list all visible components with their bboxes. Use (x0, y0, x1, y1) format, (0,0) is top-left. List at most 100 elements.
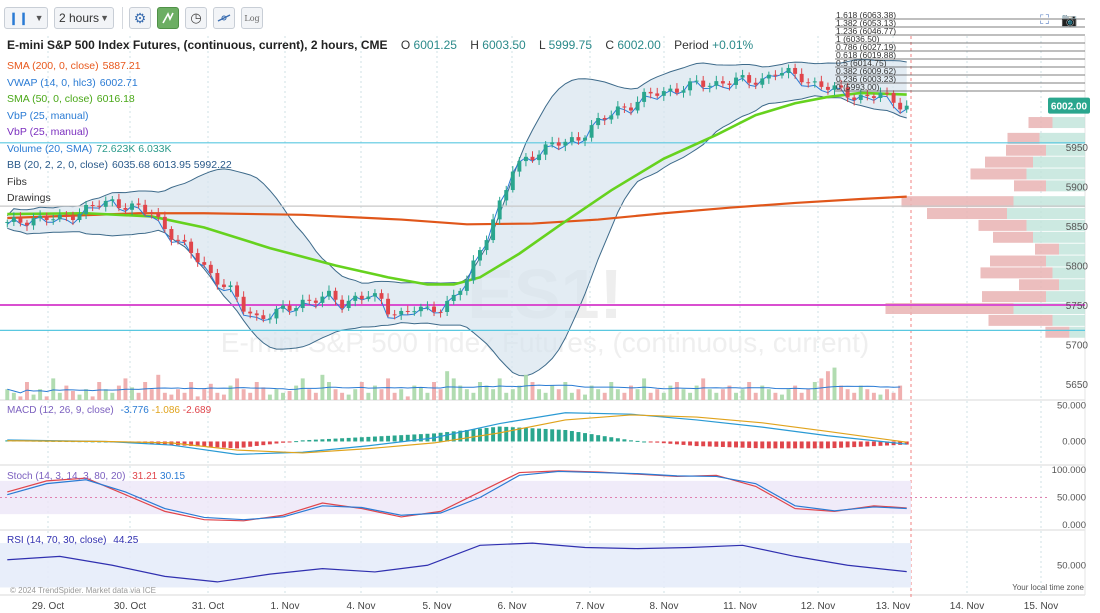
vbp-down-bar (985, 156, 1033, 168)
volume-bar (602, 392, 607, 400)
indicator-legend: SMA (200, 0, close) 5887.21 VWAP (14, 0, … (7, 58, 232, 207)
macd-histogram-bar (543, 428, 548, 442)
macd-histogram-bar (674, 441, 679, 445)
log-scale-button[interactable]: Log (241, 7, 263, 29)
candle-body (543, 144, 548, 155)
macd-histogram-bar (734, 441, 738, 448)
volume-bar (701, 378, 706, 400)
candle-body (162, 216, 167, 230)
macd-histogram-bar (589, 434, 594, 442)
candle-body (149, 212, 154, 214)
stoch-k-line (7, 470, 907, 522)
drawing-tool-button[interactable] (213, 7, 235, 29)
macd-histogram-bar (635, 440, 640, 442)
legend-row-bb[interactable]: BB (20, 2, 2, 0, close) 6035.68 6013.95 5… (7, 157, 232, 174)
candle-body (18, 217, 23, 223)
clock-button[interactable]: ◷ (185, 7, 207, 29)
macd-histogram-bar (333, 438, 338, 442)
volume-bar (727, 385, 732, 400)
macd-histogram-bar (215, 441, 220, 448)
macd-histogram-bar (799, 441, 804, 449)
cursor-tool-button[interactable] (157, 7, 179, 29)
date-tick-label: 7. Nov (576, 601, 605, 612)
legend-row-fibs[interactable]: Fibs (7, 174, 232, 191)
volume-bar (425, 392, 430, 400)
legend-label: Fibs (7, 175, 27, 188)
volume-bar (386, 378, 391, 400)
macd-histogram-bar (471, 429, 476, 442)
candle-body (471, 260, 476, 281)
legend-row-drawings[interactable]: Drawings (7, 190, 232, 207)
candle-body (195, 253, 200, 263)
candle-body (418, 306, 423, 312)
macd-histogram-bar (727, 441, 732, 448)
legend-row-vwap[interactable]: VWAP (14, 0, hlc3) 6002.71 (7, 75, 232, 92)
legend-row-sma50[interactable]: SMA (50, 0, close) 6016.18 (7, 91, 232, 108)
timezone-note[interactable]: Your local time zone (1012, 583, 1084, 592)
pane-tick-label: 50.000 (1057, 493, 1086, 504)
macd-histogram-bar (372, 436, 377, 442)
volume-bar (464, 389, 469, 400)
volume-bar (458, 385, 463, 400)
candle-body (773, 74, 778, 76)
volume-bar (221, 394, 226, 400)
candle-body (760, 78, 765, 85)
volume-bar (77, 394, 82, 400)
candle-body (90, 205, 95, 207)
macd-histogram-bar (550, 429, 555, 442)
camera-icon[interactable]: 📷 (1061, 12, 1078, 27)
macd-histogram-value: -2.689 (182, 405, 212, 416)
stoch-pane-label[interactable]: Stoch (14, 3, 14, 3, 80, 20) 31.21 30.15 (7, 471, 185, 482)
volume-bar (307, 389, 312, 400)
vbp-down-bar (988, 314, 1053, 326)
rsi-pane-label[interactable]: RSI (14, 70, 30, close) 44.25 (7, 535, 138, 546)
volume-bar (766, 389, 771, 400)
candle-body (392, 314, 397, 316)
candle-body (372, 293, 377, 297)
macd-histogram-bar (359, 437, 364, 442)
price-tick-label: 5850 (1066, 222, 1089, 233)
macd-histogram-bar (615, 438, 620, 442)
volume-bar (648, 392, 653, 400)
candle-body (136, 203, 141, 205)
candle-body (707, 85, 712, 87)
legend-row-vbp-2[interactable]: VbP (25, manual) (7, 124, 232, 141)
candle-body (878, 92, 883, 99)
vbp-down-bar (1028, 117, 1053, 129)
interval-dropdown[interactable]: 2 hours ▼ (54, 7, 114, 29)
volume-bar (832, 367, 837, 400)
pane-tick-label: 50.000 (1057, 560, 1086, 571)
volume-bar (497, 378, 502, 400)
candle-body (399, 310, 404, 315)
legend-row-vbp-1[interactable]: VbP (25, manual) (7, 108, 232, 125)
volume-bar (313, 392, 318, 400)
fib-level-label: 1.236 (6046.77) (836, 26, 896, 36)
candle-body (327, 290, 331, 297)
candle-body (379, 293, 384, 299)
chart-type-dropdown[interactable]: ❙❙ ▼ (4, 7, 48, 29)
legend-row-volume[interactable]: Volume (20, SMA) 72.623K 6.033K (7, 141, 232, 158)
candle-body (294, 308, 299, 311)
candle-body (780, 73, 784, 76)
candle-body (333, 290, 338, 300)
macd-histogram-bar (195, 441, 200, 447)
settings-button[interactable]: ⚙ (129, 7, 151, 29)
macd-pane-label[interactable]: MACD (12, 26, 9, close) -3.776 -1.086 -2… (7, 405, 211, 416)
macd-histogram-bar (346, 437, 351, 442)
macd-histogram-bar (760, 441, 765, 449)
low-label: L (539, 38, 546, 52)
volume-bar (530, 382, 535, 400)
candle-body (904, 105, 909, 110)
macd-histogram-bar (294, 441, 299, 443)
candle-body (622, 106, 627, 108)
fullscreen-icon[interactable]: ⛶ (1040, 12, 1050, 27)
legend-row-sma200[interactable]: SMA (200, 0, close) 5887.21 (7, 58, 232, 75)
volume-bar (674, 382, 679, 400)
volume-bar (471, 392, 476, 400)
candle-body (313, 300, 318, 303)
volume-bar (143, 382, 148, 400)
legend-value: 5887.21 (102, 60, 141, 72)
macd-histogram-bar (701, 441, 706, 447)
volume-bar (543, 392, 548, 400)
